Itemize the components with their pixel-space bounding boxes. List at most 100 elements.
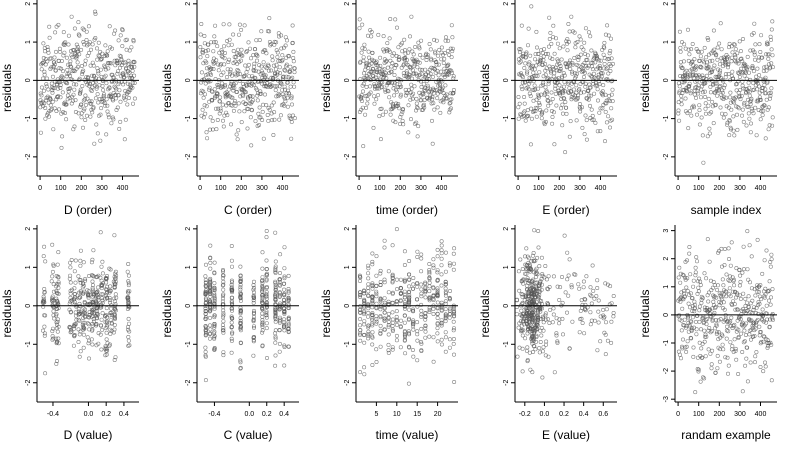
data-point bbox=[442, 50, 447, 55]
y-tick-label: 1 bbox=[25, 265, 32, 269]
data-point bbox=[278, 280, 283, 285]
data-point bbox=[714, 295, 719, 300]
data-point bbox=[602, 45, 607, 50]
data-point bbox=[449, 23, 454, 28]
data-point bbox=[251, 335, 256, 340]
data-point bbox=[436, 77, 441, 82]
data-point bbox=[410, 307, 415, 312]
data-point bbox=[42, 101, 47, 106]
data-point bbox=[721, 79, 726, 84]
data-point bbox=[729, 107, 734, 112]
data-point bbox=[698, 282, 703, 287]
data-point bbox=[582, 296, 587, 301]
data-point bbox=[235, 61, 240, 66]
data-point bbox=[435, 268, 440, 273]
data-point bbox=[765, 107, 770, 112]
data-point bbox=[71, 297, 76, 302]
data-point bbox=[122, 93, 127, 98]
data-point bbox=[382, 277, 387, 282]
data-point bbox=[710, 99, 715, 104]
data-point bbox=[282, 311, 287, 316]
data-point bbox=[392, 81, 397, 86]
data-point bbox=[725, 56, 730, 61]
data-point bbox=[282, 343, 287, 348]
data-point bbox=[450, 49, 455, 54]
x-axis-title: C (value) bbox=[224, 428, 273, 442]
data-point bbox=[735, 307, 740, 312]
data-point bbox=[439, 69, 444, 74]
data-point bbox=[381, 47, 386, 52]
data-point bbox=[124, 65, 129, 70]
data-point bbox=[268, 82, 273, 87]
data-point bbox=[758, 117, 763, 122]
data-point bbox=[694, 112, 699, 117]
data-point bbox=[528, 367, 533, 372]
data-point bbox=[385, 41, 390, 46]
data-point bbox=[719, 47, 724, 52]
data-point bbox=[402, 292, 407, 297]
data-point bbox=[387, 36, 392, 41]
data-point bbox=[442, 56, 447, 61]
data-point bbox=[374, 289, 379, 294]
data-point bbox=[597, 58, 602, 63]
data-point bbox=[690, 296, 695, 301]
data-point bbox=[89, 47, 94, 52]
data-point bbox=[286, 322, 291, 327]
data-point bbox=[758, 49, 763, 54]
data-point bbox=[199, 70, 204, 75]
data-point bbox=[109, 121, 114, 126]
data-point bbox=[103, 353, 108, 358]
data-point bbox=[91, 307, 96, 312]
data-point bbox=[749, 106, 754, 111]
data-point bbox=[582, 70, 587, 75]
data-point bbox=[731, 114, 736, 119]
data-point bbox=[431, 265, 436, 270]
data-point bbox=[732, 283, 737, 288]
data-point bbox=[689, 336, 694, 341]
data-point bbox=[68, 260, 73, 265]
data-point bbox=[51, 309, 56, 314]
data-point bbox=[555, 284, 560, 289]
data-point bbox=[531, 251, 536, 256]
data-point bbox=[229, 244, 234, 249]
data-point bbox=[583, 81, 588, 86]
data-point bbox=[113, 306, 118, 311]
data-point bbox=[107, 86, 112, 91]
data-point bbox=[223, 83, 228, 88]
data-point bbox=[279, 33, 284, 38]
data-point bbox=[109, 61, 114, 66]
data-point bbox=[69, 53, 74, 58]
data-point bbox=[77, 301, 82, 306]
data-point bbox=[544, 339, 549, 344]
data-point bbox=[415, 106, 420, 111]
data-point bbox=[90, 273, 95, 278]
data-point bbox=[432, 107, 437, 112]
x-axis-title: E (order) bbox=[542, 203, 589, 217]
data-point bbox=[266, 118, 271, 123]
data-point bbox=[685, 111, 690, 116]
data-point bbox=[447, 107, 452, 112]
data-point bbox=[729, 240, 734, 245]
data-point bbox=[79, 115, 84, 120]
data-point bbox=[125, 102, 130, 107]
data-point bbox=[370, 317, 375, 322]
data-point bbox=[260, 275, 265, 280]
y-tick-label: -2 bbox=[663, 154, 670, 160]
data-point bbox=[415, 255, 420, 260]
data-point bbox=[595, 278, 600, 283]
data-point bbox=[221, 319, 226, 324]
data-point bbox=[76, 309, 81, 314]
data-point bbox=[610, 117, 615, 122]
data-point bbox=[740, 36, 745, 41]
data-point bbox=[751, 31, 756, 36]
data-point bbox=[221, 273, 226, 278]
data-point bbox=[709, 110, 714, 115]
data-point bbox=[605, 338, 610, 343]
data-point bbox=[236, 52, 241, 57]
data-point bbox=[72, 26, 77, 31]
data-point bbox=[725, 371, 730, 376]
data-point bbox=[435, 292, 440, 297]
y-tick-label: -2 bbox=[503, 380, 510, 386]
data-point bbox=[601, 307, 606, 312]
